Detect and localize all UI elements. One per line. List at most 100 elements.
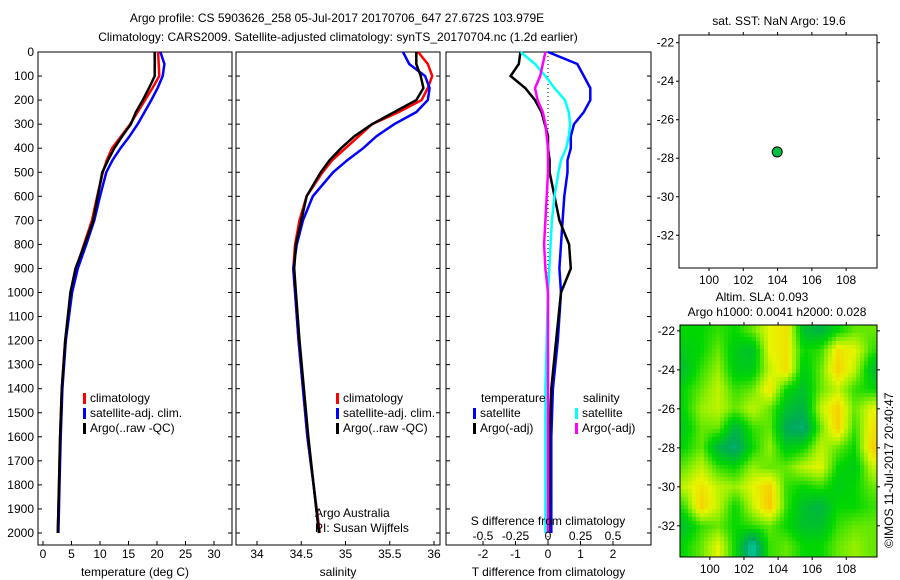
heatmap-cell (684, 405, 689, 410)
heatmap-cell (812, 481, 817, 486)
heatmap-cell (704, 429, 709, 434)
heatmap-cell (716, 349, 721, 354)
heatmap-cell (856, 417, 861, 422)
heatmap-cell (812, 341, 817, 346)
heatmap-cell (776, 341, 781, 346)
heatmap-cell (780, 509, 785, 514)
heatmap-cell (856, 369, 861, 374)
legend-swatch (83, 393, 86, 404)
heatmap-cell (696, 349, 701, 354)
heatmap-cell (804, 417, 809, 422)
heatmap-cell (684, 377, 689, 382)
heatmap-cell (748, 457, 753, 462)
heatmap-cell (800, 517, 805, 522)
heatmap-cell (692, 365, 697, 370)
legend-label: satellite (480, 406, 521, 420)
heatmap-cell (772, 513, 777, 518)
heatmap-cell (816, 357, 821, 362)
heatmap-cell (680, 429, 685, 434)
heatmap-cell (820, 425, 825, 430)
heatmap-cell (708, 345, 713, 350)
heatmap-cell (808, 421, 813, 426)
heatmap-cell (724, 525, 729, 530)
heatmap-cell (800, 329, 805, 334)
heatmap-cell (768, 365, 773, 370)
heatmap-cell (812, 357, 817, 362)
heatmap-cell (812, 505, 817, 510)
heatmap-cell (828, 361, 833, 366)
heatmap-cell (864, 329, 869, 334)
heatmap-cell (748, 425, 753, 430)
heatmap-cell (868, 421, 873, 426)
heatmap-cell (856, 541, 861, 546)
heatmap-cell (716, 357, 721, 362)
heatmap-cell (872, 445, 877, 450)
heatmap-cell (868, 325, 873, 330)
heatmap-cell (796, 369, 801, 374)
heatmap-cell (720, 529, 725, 534)
heatmap-cell (756, 485, 761, 490)
heatmap-cell (760, 461, 765, 466)
heatmap-cell (860, 381, 865, 386)
heatmap-cell (688, 489, 693, 494)
heatmap-cell (728, 509, 733, 514)
heatmap-cell (776, 465, 781, 470)
heatmap-cell (728, 417, 733, 422)
lat-tick-label: -26 (657, 113, 675, 127)
heatmap-cell (808, 497, 813, 502)
heatmap-cell (704, 345, 709, 350)
heatmap-cell (732, 461, 737, 466)
heatmap-cell (868, 537, 873, 542)
heatmap-cell (772, 349, 777, 354)
heatmap-cell (736, 513, 741, 518)
heatmap-cell (704, 485, 709, 490)
heatmap-cell (836, 473, 841, 478)
heatmap-cell (804, 409, 809, 414)
heatmap-cell (776, 469, 781, 474)
heatmap-cell (828, 493, 833, 498)
heatmap-cell (788, 457, 793, 462)
heatmap-cell (684, 461, 689, 466)
heatmap-cell (712, 353, 717, 358)
heatmap-cell (764, 429, 769, 434)
heatmap-cell (800, 401, 805, 406)
heatmap-cell (776, 325, 781, 330)
heatmap-cell (696, 373, 701, 378)
heatmap-cell (780, 377, 785, 382)
heatmap-cell (804, 365, 809, 370)
heatmap-cell (812, 413, 817, 418)
heatmap-cell (836, 545, 841, 550)
heatmap-cell (868, 489, 873, 494)
heatmap-cell (832, 385, 837, 390)
heatmap-cell (740, 329, 745, 334)
heatmap-cell (796, 433, 801, 438)
heatmap-cell (844, 541, 849, 546)
heatmap-cell (708, 381, 713, 386)
heatmap-cell (860, 537, 865, 542)
heatmap-cell (860, 513, 865, 518)
heatmap-cell (696, 525, 701, 530)
heatmap-cell (688, 385, 693, 390)
heatmap-cell (752, 553, 757, 558)
heatmap-cell (788, 417, 793, 422)
heatmap-cell (756, 429, 761, 434)
heatmap-cell (716, 505, 721, 510)
heatmap-cell (720, 453, 725, 458)
heatmap-cell (780, 553, 785, 558)
heatmap-cell (864, 549, 869, 554)
heatmap-cell (776, 533, 781, 538)
heatmap-cell (860, 393, 865, 398)
heatmap-cell (768, 525, 773, 530)
heatmap-cell (860, 545, 865, 550)
heatmap-cell (788, 401, 793, 406)
heatmap-cell (736, 329, 741, 334)
heatmap-cell (852, 441, 857, 446)
heatmap-cell (796, 425, 801, 430)
heatmap-cell (736, 549, 741, 554)
heatmap-cell (832, 449, 837, 454)
heatmap-cell (716, 345, 721, 350)
heatmap-cell (836, 365, 841, 370)
heatmap-cell (780, 457, 785, 462)
heatmap-cell (812, 393, 817, 398)
